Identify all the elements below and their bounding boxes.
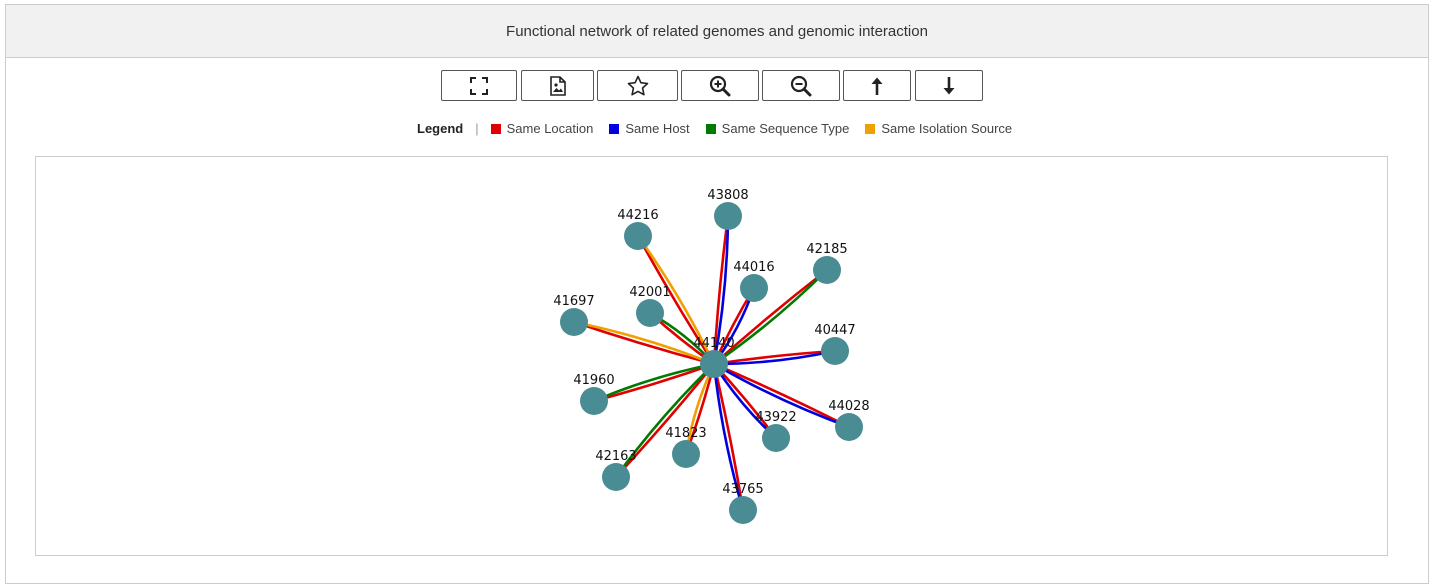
node-circle[interactable]	[636, 299, 664, 327]
node-label: 43808	[707, 188, 748, 203]
move-down-button[interactable]	[915, 70, 983, 101]
node-label: 41823	[665, 426, 706, 441]
node-circle[interactable]	[729, 496, 757, 524]
edge-44140-42185	[713, 268, 828, 366]
edge-line	[614, 363, 715, 478]
zoom-out-icon	[790, 75, 812, 96]
node-42001[interactable]: 42001	[629, 285, 671, 327]
legend-label: Same Host	[625, 121, 690, 136]
node-circle[interactable]	[762, 424, 790, 452]
edge-line	[712, 363, 745, 511]
node-40447[interactable]: 40447	[814, 323, 856, 365]
legend-title: Legend	[417, 121, 464, 136]
arrow-down-icon	[943, 76, 955, 94]
edge-line	[713, 268, 828, 365]
edge-line	[712, 215, 730, 365]
node-43808[interactable]: 43808	[707, 188, 749, 230]
node-circle[interactable]	[580, 387, 608, 415]
node-41697[interactable]: 41697	[553, 294, 595, 336]
legend-swatch	[609, 123, 620, 134]
zoom-out-button[interactable]	[762, 70, 840, 101]
node-43922[interactable]: 43922	[755, 410, 797, 452]
favorite-button[interactable]	[597, 70, 678, 101]
legend-swatch	[490, 123, 501, 134]
edge-44140-40447	[713, 349, 836, 366]
edge-44140-42163	[614, 363, 716, 478]
node-label: 44028	[828, 399, 869, 414]
zoom-in-icon	[709, 75, 731, 96]
node-44140[interactable]: 44140	[693, 336, 735, 378]
network-graph-canvas[interactable]: 44140 43808 44216 44016 42185 42001 41697 40447…	[35, 156, 1388, 556]
node-circle[interactable]	[740, 274, 768, 302]
node-circle[interactable]	[700, 350, 728, 378]
edge-line	[573, 320, 715, 366]
legend-label: Same Sequence Type	[721, 121, 850, 136]
legend-item-same-host: Same Host	[609, 121, 690, 136]
node-label: 42185	[806, 242, 847, 257]
legend-swatch	[705, 123, 716, 134]
image-file-icon	[549, 75, 566, 96]
node-label: 42001	[629, 285, 670, 300]
fullscreen-button[interactable]	[441, 70, 517, 101]
node-44016[interactable]: 44016	[733, 260, 775, 302]
network-graph[interactable]: 44140 43808 44216 44016 42185 42001 41697 40447…	[36, 157, 1387, 555]
edge-line	[713, 362, 850, 429]
node-circle[interactable]	[672, 440, 700, 468]
node-circle[interactable]	[602, 463, 630, 491]
export-image-button[interactable]	[521, 70, 594, 101]
edge-line	[713, 362, 850, 429]
node-44216[interactable]: 44216	[617, 208, 659, 250]
edge-44140-43765	[712, 363, 745, 511]
legend-item-same-sequence-type: Same Sequence Type	[705, 121, 850, 136]
edge-44140-44028	[713, 362, 850, 429]
edge-line	[712, 363, 745, 511]
node-circle[interactable]	[835, 413, 863, 441]
panel-title: Functional network of related genomes an…	[506, 22, 928, 40]
node-43765[interactable]: 43765	[722, 482, 764, 524]
node-circle[interactable]	[714, 202, 742, 230]
edge-line	[713, 269, 828, 366]
node-label: 40447	[814, 323, 855, 338]
node-circle[interactable]	[821, 337, 849, 365]
edge-line	[636, 235, 716, 365]
legend-item-same-location: Same Location	[490, 121, 594, 136]
edge-44140-44216	[636, 235, 716, 365]
edge-line	[615, 363, 716, 478]
edge-line	[573, 320, 715, 366]
legend-item-same-isolation-source: Same Isolation Source	[865, 121, 1012, 136]
fullscreen-icon	[470, 76, 488, 95]
node-label: 43765	[722, 482, 763, 497]
star-icon	[627, 75, 648, 95]
move-up-button[interactable]	[843, 70, 911, 101]
node-label: 42163	[595, 449, 636, 464]
edge-44140-41697	[573, 320, 715, 366]
node-label: 44140	[693, 336, 734, 351]
node-circle[interactable]	[560, 308, 588, 336]
node-label: 44016	[733, 260, 774, 275]
node-42163[interactable]: 42163	[595, 449, 637, 491]
edge-44140-43808	[712, 215, 730, 365]
arrow-up-icon	[871, 77, 883, 95]
legend-label: Same Location	[506, 121, 594, 136]
node-label: 41960	[573, 373, 614, 388]
legend: Legend | Same Location Same Host Same Se…	[417, 121, 1028, 136]
node-44028[interactable]: 44028	[828, 399, 870, 441]
node-circle[interactable]	[813, 256, 841, 284]
node-41960[interactable]: 41960	[573, 373, 615, 415]
node-label: 44216	[617, 208, 658, 223]
node-circle[interactable]	[624, 222, 652, 250]
edge-line	[712, 215, 730, 365]
node-42185[interactable]: 42185	[806, 242, 848, 284]
legend-swatch	[865, 123, 876, 134]
legend-separator: |	[475, 121, 479, 136]
edge-line	[593, 362, 715, 403]
node-label: 41697	[553, 294, 594, 309]
panel-header: Functional network of related genomes an…	[6, 5, 1428, 58]
legend-label: Same Isolation Source	[881, 121, 1013, 136]
node-41823[interactable]: 41823	[665, 426, 707, 468]
node-label: 43922	[755, 410, 796, 425]
zoom-in-button[interactable]	[681, 70, 759, 101]
edge-line	[636, 235, 716, 365]
